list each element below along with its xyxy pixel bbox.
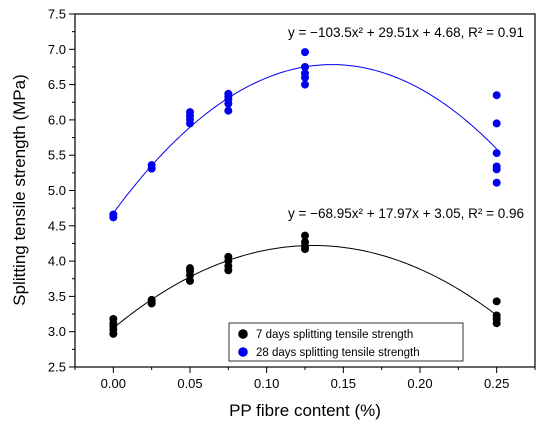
data-point-28-days [492,162,501,171]
y-tick-label: 3.0 [48,324,66,339]
y-tick-label: 6.5 [48,77,66,92]
x-tick-label: 0.15 [331,376,356,391]
y-tick-label: 2.5 [48,360,66,375]
fit-curve-7-days [113,245,497,329]
y-tick-label: 7.5 [48,7,66,22]
data-point-7-days [147,295,156,304]
y-tick-label: 7.0 [48,42,66,57]
fit-curves [112,64,498,329]
data-point-28-days [492,149,501,158]
data-point-28-days [224,89,233,98]
legend-box [228,322,464,362]
x-tick-label: 0.10 [254,376,279,391]
data-point-28-days [147,161,156,170]
data-point-28-days [301,48,309,57]
data-point-28-days [492,91,501,100]
data-points [109,48,501,338]
data-point-7-days [301,231,309,240]
legend-marker-28-days [238,347,248,357]
data-point-28-days [109,210,118,219]
data-point-7-days [186,264,194,273]
fit-equation-7-days: y = −68.95x² + 17.97x + 3.05, R² = 0.96 [288,206,524,221]
legend-label-28-days: 28 days splitting tensile strength [256,347,420,359]
legend-marker-7-days [238,329,248,339]
y-tick-label: 3.5 [48,289,66,304]
x-tick-label: 0.25 [484,376,509,391]
data-point-28-days [301,80,309,89]
y-tick-label: 5.5 [48,148,66,163]
y-tick-label: 5.0 [48,183,66,198]
data-point-28-days [492,119,501,128]
x-axis-title: PP fibre content (%) [229,401,381,420]
legend-label-7-days: 7 days splitting tensile strength [256,329,413,341]
y-tick-label: 6.0 [48,112,66,127]
legend: 7 days splitting tensile strength 28 day… [228,322,464,362]
data-point-28-days [301,69,309,78]
data-point-28-days [186,108,194,117]
y-axis-title: Splitting tensile strength (MPa) [10,74,29,306]
y-tick-label: 4.5 [48,218,66,233]
data-point-28-days [301,62,309,71]
x-tick-label: 0.05 [177,376,202,391]
x-tick-label: 0.20 [407,376,432,391]
data-point-7-days [492,297,501,306]
y-tick-label: 4.0 [48,254,66,269]
data-point-7-days [186,276,194,285]
data-point-7-days [492,311,501,320]
fit-equation-28-days: y = −103.5x² + 29.51x + 4.68, R² = 0.91 [288,25,524,40]
data-point-28-days [492,178,501,187]
y-axis: 2.5 3.0 3.5 4.0 4.5 5.0 5.5 6.0 6.5 7.0 7.5 [48,7,75,375]
x-tick-label: 0.00 [101,376,126,391]
x-axis: 0.00 0.05 0.10 0.15 0.20 0.25 [74,367,536,391]
data-point-7-days [301,238,309,247]
data-point-7-days [224,252,233,261]
data-point-28-days [224,106,233,115]
data-point-7-days [109,314,118,323]
